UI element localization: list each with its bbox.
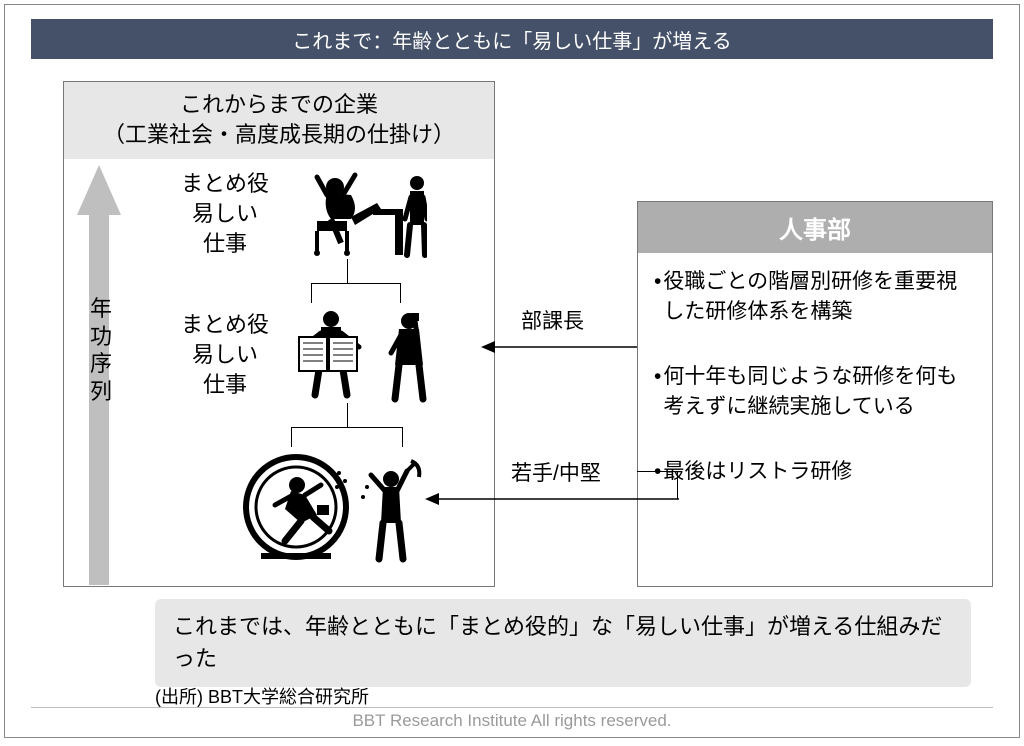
title-bar: これまで：年齢とともに「易しい仕事」が増える bbox=[31, 19, 993, 59]
hr-bullet: •最後はリストラ研修 bbox=[654, 457, 976, 487]
tier1-line2: 易しい bbox=[165, 199, 285, 229]
connector-line bbox=[291, 427, 292, 447]
arrow-to-managers-label: 部課長 bbox=[521, 305, 584, 335]
summary-text: これまでは、年齢とともに「まとめ役的」な「易しい仕事」が増える仕組みだった bbox=[173, 614, 942, 671]
left-header-line2: （工業社会・高度成長期の仕掛け） bbox=[68, 120, 490, 150]
source-text: (出所) BBT大学総合研究所 bbox=[155, 683, 369, 709]
tier2-line1: まとめ役 bbox=[165, 310, 285, 340]
hr-panel-header: 人事部 bbox=[638, 202, 992, 253]
tier1-line1: まとめ役 bbox=[165, 169, 285, 199]
tier2-line3: 仕事 bbox=[165, 370, 285, 400]
slide-frame: これまで：年齢とともに「易しい仕事」が増える これからまでの企業 （工業社会・高… bbox=[4, 4, 1020, 738]
hr-panel: 人事部 •役職ごとの階層別研修を重要視した研修体系を構築 •何十年も同じような研… bbox=[637, 201, 993, 587]
connector-line bbox=[677, 471, 678, 499]
hr-bullet-text: 何十年も同じような研修を何も考えずに継続実施している bbox=[663, 362, 976, 423]
tier-middle-label: まとめ役 易しい 仕事 bbox=[165, 310, 285, 399]
arrow-to-juniors-label: 若手/中堅 bbox=[511, 457, 601, 487]
summary-box: これまでは、年齢とともに「まとめ役的」な「易しい仕事」が増える仕組みだった bbox=[155, 599, 971, 687]
connector-line bbox=[402, 427, 403, 447]
tier-bottom bbox=[241, 445, 431, 565]
left-panel-header: これからまでの企業 （工業社会・高度成長期の仕掛け） bbox=[64, 82, 494, 159]
tier-top-label: まとめ役 易しい 仕事 bbox=[165, 169, 285, 258]
connector-line bbox=[311, 283, 401, 284]
seniority-arrow-label: 年功序列 bbox=[89, 295, 113, 405]
hr-bullet: •何十年も同じような研修を何も考えずに継続実施している bbox=[654, 362, 976, 423]
hr-bullet: •役職ごとの階層別研修を重要視した研修体系を構築 bbox=[654, 267, 976, 328]
worker-hamster-icon bbox=[241, 445, 431, 565]
connector-line bbox=[347, 403, 348, 427]
connector-line bbox=[347, 259, 348, 283]
divider bbox=[31, 707, 993, 708]
boss-reclining-icon bbox=[297, 169, 427, 259]
hr-panel-body: •役職ごとの階層別研修を重要視した研修体系を構築 •何十年も同じような研修を何も… bbox=[638, 253, 992, 501]
tier-top: まとめ役 易しい 仕事 bbox=[165, 169, 427, 259]
connector-line bbox=[400, 283, 401, 303]
left-header-line1: これからまでの企業 bbox=[68, 90, 490, 120]
arrow-to-juniors-icon bbox=[425, 489, 679, 509]
connector-line bbox=[311, 283, 312, 303]
tier1-line3: 仕事 bbox=[165, 229, 285, 259]
footer-text: BBT Research Institute All rights reserv… bbox=[5, 711, 1019, 731]
hr-bullet-text: 最後はリストラ研修 bbox=[663, 457, 852, 487]
tier2-line2: 易しい bbox=[165, 340, 285, 370]
title-text: これまで：年齢とともに「易しい仕事」が増える bbox=[292, 25, 731, 54]
manager-newspaper-icon bbox=[297, 307, 447, 403]
connector-line bbox=[291, 427, 403, 428]
connector-line bbox=[637, 471, 677, 472]
hr-bullet-text: 役職ごとの階層別研修を重要視した研修体系を構築 bbox=[663, 267, 976, 328]
arrow-to-managers-icon bbox=[481, 337, 637, 357]
tier-middle: まとめ役 易しい 仕事 bbox=[165, 307, 447, 403]
